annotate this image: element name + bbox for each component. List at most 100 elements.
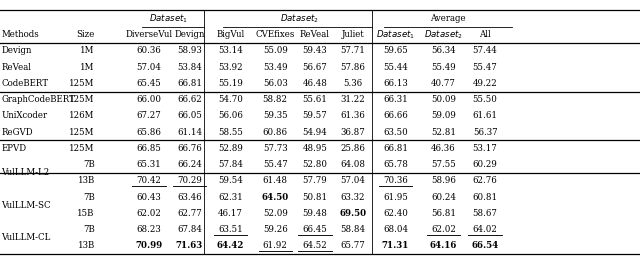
Text: 64.16: 64.16 — [430, 241, 457, 250]
Text: EPVD: EPVD — [1, 144, 26, 153]
Text: 58.96: 58.96 — [431, 176, 456, 185]
Text: GraphCodeBERT: GraphCodeBERT — [1, 95, 76, 104]
Text: 55.47: 55.47 — [473, 63, 497, 72]
Text: 55.47: 55.47 — [263, 160, 287, 169]
Text: 61.14: 61.14 — [177, 128, 202, 136]
Text: VulLLM-SC: VulLLM-SC — [1, 201, 51, 210]
Text: 59.57: 59.57 — [303, 111, 327, 120]
Text: 13B: 13B — [77, 176, 95, 185]
Text: 70.42: 70.42 — [137, 176, 161, 185]
Text: 61.92: 61.92 — [263, 241, 287, 250]
Text: 57.55: 57.55 — [431, 160, 456, 169]
Text: 63.51: 63.51 — [218, 225, 243, 234]
Text: 59.65: 59.65 — [383, 46, 408, 55]
Text: Average: Average — [430, 14, 466, 23]
Text: 59.43: 59.43 — [303, 46, 327, 55]
Text: 53.92: 53.92 — [218, 63, 243, 72]
Text: 66.62: 66.62 — [177, 95, 202, 104]
Text: 125M: 125M — [69, 128, 95, 136]
Text: 60.43: 60.43 — [137, 192, 161, 202]
Text: 56.81: 56.81 — [431, 209, 456, 218]
Text: 49.22: 49.22 — [473, 79, 497, 88]
Text: 65.45: 65.45 — [137, 79, 161, 88]
Text: CVEfixes: CVEfixes — [255, 30, 295, 39]
Text: BigVul: BigVul — [216, 30, 244, 39]
Text: 15B: 15B — [77, 209, 95, 218]
Text: $\mathit{Dataset}_{1}$: $\mathit{Dataset}_{1}$ — [149, 12, 189, 25]
Text: 56.37: 56.37 — [473, 128, 497, 136]
Text: 70.36: 70.36 — [383, 176, 408, 185]
Text: 5.36: 5.36 — [343, 79, 362, 88]
Text: 55.19: 55.19 — [218, 79, 243, 88]
Text: 68.04: 68.04 — [383, 225, 408, 234]
Text: 58.93: 58.93 — [177, 46, 202, 55]
Text: 52.80: 52.80 — [302, 160, 328, 169]
Text: 52.81: 52.81 — [431, 128, 456, 136]
Text: 70.29: 70.29 — [177, 176, 202, 185]
Text: 57.44: 57.44 — [473, 46, 497, 55]
Text: 46.36: 46.36 — [431, 144, 456, 153]
Text: 68.23: 68.23 — [137, 225, 161, 234]
Text: 66.66: 66.66 — [383, 111, 408, 120]
Text: 65.78: 65.78 — [383, 160, 408, 169]
Text: 66.81: 66.81 — [177, 79, 202, 88]
Text: 66.05: 66.05 — [177, 111, 202, 120]
Text: 67.84: 67.84 — [177, 225, 202, 234]
Text: 55.09: 55.09 — [263, 46, 287, 55]
Text: 125M: 125M — [69, 95, 95, 104]
Text: 46.17: 46.17 — [218, 209, 243, 218]
Text: 56.67: 56.67 — [303, 63, 327, 72]
Text: $\mathit{Dataset}_{2}$: $\mathit{Dataset}_{2}$ — [424, 28, 463, 41]
Text: 59.09: 59.09 — [431, 111, 456, 120]
Text: 66.54: 66.54 — [472, 241, 499, 250]
Text: 60.24: 60.24 — [431, 192, 456, 202]
Text: 58.67: 58.67 — [473, 209, 497, 218]
Text: Juliet: Juliet — [341, 30, 364, 39]
Text: 55.50: 55.50 — [473, 95, 497, 104]
Text: 62.02: 62.02 — [431, 225, 456, 234]
Text: 64.42: 64.42 — [217, 241, 244, 250]
Text: ReVeal: ReVeal — [300, 30, 330, 39]
Text: 13B: 13B — [77, 241, 95, 250]
Text: ReGVD: ReGVD — [1, 128, 33, 136]
Text: 60.86: 60.86 — [262, 128, 288, 136]
Text: 36.87: 36.87 — [340, 128, 365, 136]
Text: 1M: 1M — [81, 46, 95, 55]
Text: 57.86: 57.86 — [340, 63, 365, 72]
Text: 50.81: 50.81 — [302, 192, 328, 202]
Text: 62.31: 62.31 — [218, 192, 243, 202]
Text: 57.73: 57.73 — [263, 144, 287, 153]
Text: 66.31: 66.31 — [383, 95, 408, 104]
Text: 63.50: 63.50 — [383, 128, 408, 136]
Text: 50.09: 50.09 — [431, 95, 456, 104]
Text: 60.81: 60.81 — [472, 192, 498, 202]
Text: 63.46: 63.46 — [177, 192, 202, 202]
Text: 63.32: 63.32 — [340, 192, 365, 202]
Text: UniXcoder: UniXcoder — [1, 111, 47, 120]
Text: 53.14: 53.14 — [218, 46, 243, 55]
Text: 61.95: 61.95 — [383, 192, 408, 202]
Text: 1M: 1M — [81, 63, 95, 72]
Text: 57.71: 57.71 — [340, 46, 365, 55]
Text: 61.36: 61.36 — [340, 111, 365, 120]
Text: 126M: 126M — [69, 111, 95, 120]
Text: 55.61: 55.61 — [303, 95, 327, 104]
Text: 53.17: 53.17 — [473, 144, 497, 153]
Text: 66.00: 66.00 — [136, 95, 162, 104]
Text: Size: Size — [76, 30, 95, 39]
Text: 57.79: 57.79 — [303, 176, 327, 185]
Text: 61.48: 61.48 — [262, 176, 288, 185]
Text: 66.13: 66.13 — [383, 79, 408, 88]
Text: 53.84: 53.84 — [177, 63, 202, 72]
Text: 52.09: 52.09 — [263, 209, 287, 218]
Text: 52.89: 52.89 — [218, 144, 243, 153]
Text: $\mathit{Dataset}_{2}$: $\mathit{Dataset}_{2}$ — [280, 12, 319, 25]
Text: 62.40: 62.40 — [383, 209, 408, 218]
Text: 55.44: 55.44 — [383, 63, 408, 72]
Text: 64.02: 64.02 — [473, 225, 497, 234]
Text: 54.94: 54.94 — [303, 128, 327, 136]
Text: 64.52: 64.52 — [303, 241, 327, 250]
Text: 62.77: 62.77 — [177, 209, 202, 218]
Text: 59.26: 59.26 — [263, 225, 287, 234]
Text: 65.86: 65.86 — [137, 128, 161, 136]
